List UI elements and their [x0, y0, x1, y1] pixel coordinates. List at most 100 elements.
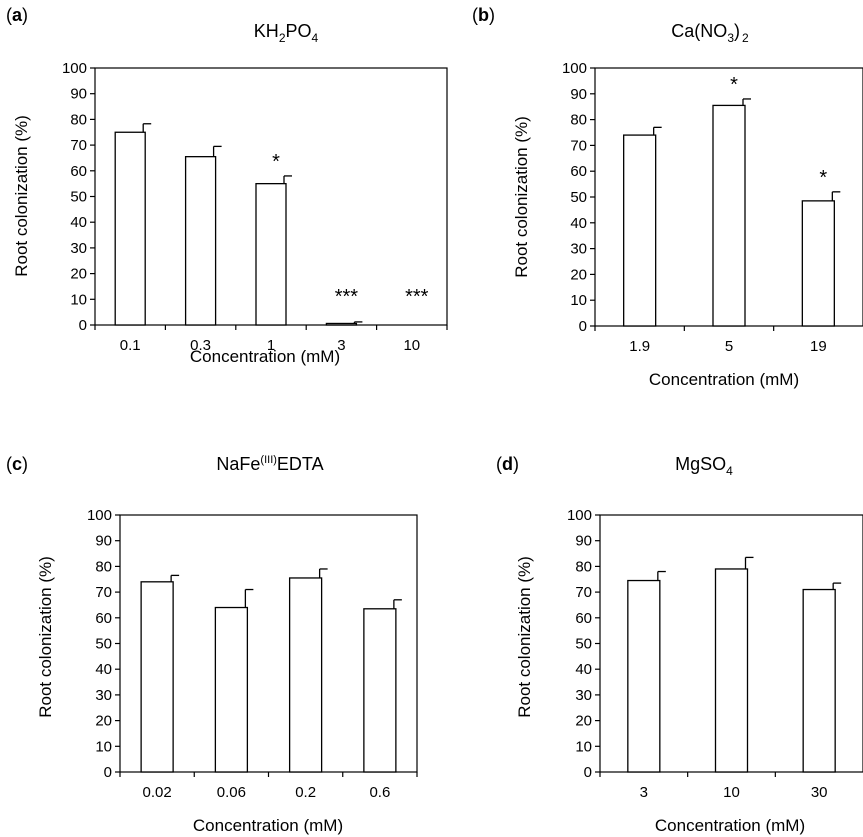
- panel-d-ytick-label: 10: [575, 738, 592, 755]
- panel-a-letter: (a): [6, 5, 28, 25]
- panel-b-bar: [712, 104, 746, 327]
- panel-a-xtick-label: 0.1: [120, 337, 141, 354]
- panel-a-significance: ***: [335, 286, 359, 308]
- panel-b-letter-text: b: [478, 5, 489, 25]
- panel-c-ytick-label: 80: [95, 558, 112, 575]
- panel-d-ytick-label: 50: [575, 636, 592, 653]
- panel-a-ytick-label: 0: [79, 317, 87, 334]
- panel-a-ytick-label: 10: [70, 291, 87, 308]
- panel-b-ytick-label: 60: [570, 163, 587, 180]
- panel-a-xtick-label: 10: [403, 337, 420, 354]
- panel-d: (d) MgSO4 0 10 20 30 40 50 60 70 80 90 100 3 10 30 Co…: [496, 454, 863, 835]
- panel-b-ytick-label: 20: [570, 266, 587, 283]
- panel-d-xlabel: Concentration (mM): [655, 816, 805, 835]
- panel-a-ytick-label: 60: [70, 163, 87, 180]
- panel-c-bar: [214, 606, 249, 773]
- panel-d-ytick-label: 70: [575, 584, 592, 601]
- panel-c-bar: [288, 577, 323, 773]
- panel-c-letter: (c): [6, 454, 28, 474]
- panel-c-ytick-label: 30: [95, 687, 112, 704]
- panel-d-ytick-label: 40: [575, 661, 592, 678]
- panel-c-title: NaFe(III)EDTA: [216, 454, 323, 474]
- panel-d-ytick-label: 30: [575, 687, 592, 704]
- panel-c-xtick-label: 0.6: [369, 784, 390, 801]
- panel-b-significance: *: [819, 167, 827, 189]
- panel-b-ytick-label: 40: [570, 215, 587, 232]
- panel-b-bar: [801, 200, 835, 327]
- panel-d-bar: [714, 568, 749, 773]
- panel-b: (b) Ca(NO3) 2 0 10 20 30 40 50 60 70 80 90 100 1.9 * 5…: [472, 5, 863, 389]
- panel-c-ytick-label: 20: [95, 713, 112, 730]
- panel-b-ytick-label: 10: [570, 292, 587, 309]
- panel-a-ytick-label: 70: [70, 137, 87, 154]
- panel-b-letter: (b): [472, 5, 495, 25]
- panel-d-bar: [627, 579, 661, 773]
- panel-a-ytick-label: 100: [62, 60, 87, 77]
- panel-d-xtick-label: 30: [811, 784, 828, 801]
- panel-c-ytick-label: 10: [95, 738, 112, 755]
- panel-a-ytick-label: 30: [70, 240, 87, 257]
- panel-d-letter: (d): [496, 454, 519, 474]
- panel-b-xtick-label: 5: [725, 338, 733, 355]
- panel-b-bar: [623, 134, 657, 327]
- panel-b-ytick-label: 80: [570, 112, 587, 129]
- panel-a-xtick-label: 1: [267, 337, 275, 354]
- panel-c-ylabel: Root colonization (%): [36, 556, 55, 718]
- panel-a-letter-text: a: [12, 5, 23, 25]
- panel-a-bar: [255, 182, 287, 326]
- panel-d-xtick-label: 3: [640, 784, 648, 801]
- panel-a-significance: *: [272, 151, 280, 173]
- panel-b-ytick-label: 70: [570, 137, 587, 154]
- panel-c-ytick-label: 60: [95, 610, 112, 627]
- panel-a-bar: [114, 131, 146, 326]
- panel-b-xlabel: Concentration (mM): [649, 370, 799, 389]
- panel-b-significance: *: [730, 74, 738, 96]
- panel-d-xtick-label: 10: [723, 784, 740, 801]
- panel-c-xtick-label: 0.02: [143, 784, 172, 801]
- panel-c-letter-text: c: [12, 454, 22, 474]
- panel-b-ytick-label: 100: [562, 60, 587, 77]
- panel-a-bar: [184, 156, 217, 326]
- panel-b-title: Ca(NO3) 2: [671, 21, 749, 45]
- panel-a-xtick-label: 0.3: [190, 337, 211, 354]
- panel-d-letter-text: d: [502, 454, 513, 474]
- panel-d-ytick-label: 100: [567, 507, 592, 524]
- panel-b-ylabel: Root colonization (%): [512, 116, 531, 278]
- panel-c-xtick-label: 0.06: [217, 784, 246, 801]
- panel-a-xtick-label: 3: [337, 337, 345, 354]
- panel-b-ytick-label: 90: [570, 86, 587, 103]
- panel-d-bar: [802, 588, 836, 773]
- panel-c-ytick-label: 90: [95, 533, 112, 550]
- panel-c-ytick-label: 50: [95, 636, 112, 653]
- panel-c-ytick-label: 0: [104, 764, 112, 781]
- panel-d-title: MgSO4: [675, 454, 733, 478]
- panel-c-xtick-label: 0.2: [295, 784, 316, 801]
- panel-d-ytick-label: 0: [584, 764, 592, 781]
- panel-a-bar: [325, 322, 358, 326]
- plot-d: 0 10 20 30 40 50 60 70 80 90 100 3 10 30: [567, 507, 863, 801]
- panel-c-bar: [363, 608, 397, 773]
- panel-a-ytick-label: 50: [70, 189, 87, 206]
- panel-c-bar: [140, 581, 174, 773]
- panel-a-xlabel: Concentration (mM): [190, 347, 340, 366]
- panel-a: (a) KH2PO4 0 10 20 30 40 50 60 70 80 90 100 0.1 0.3 *…: [6, 5, 448, 366]
- panel-d-ytick-label: 80: [575, 558, 592, 575]
- panel-a-ytick-label: 20: [70, 266, 87, 283]
- panel-a-ytick-label: 90: [70, 86, 87, 103]
- panel-c-xlabel: Concentration (mM): [193, 816, 343, 835]
- panel-a-ytick-label: 80: [70, 111, 87, 128]
- panel-c: (c) NaFe(III)EDTA 0 10 20 30 40 50 60 70 80 90 100…: [6, 454, 418, 835]
- panel-d-ylabel: Root colonization (%): [515, 556, 534, 718]
- panel-b-xtick-label: 19: [810, 338, 827, 355]
- plot-b: 0 10 20 30 40 50 60 70 80 90 100 1.9 * 5 * 19: [562, 60, 863, 355]
- panel-d-ytick-label: 60: [575, 610, 592, 627]
- panel-a-ylabel: Root colonization (%): [12, 115, 31, 277]
- panel-a-significance: ***: [405, 286, 429, 308]
- panel-b-xtick-label: 1.9: [629, 338, 650, 355]
- panel-c-ytick-label: 70: [95, 584, 112, 601]
- plot-a: 0 10 20 30 40 50 60 70 80 90 100 0.1 0.3 * 1 *** 3 *** 10: [62, 60, 448, 354]
- panel-a-title: KH2PO4: [254, 21, 319, 45]
- panel-c-ytick-label: 40: [95, 661, 112, 678]
- panel-b-ytick-label: 30: [570, 241, 587, 258]
